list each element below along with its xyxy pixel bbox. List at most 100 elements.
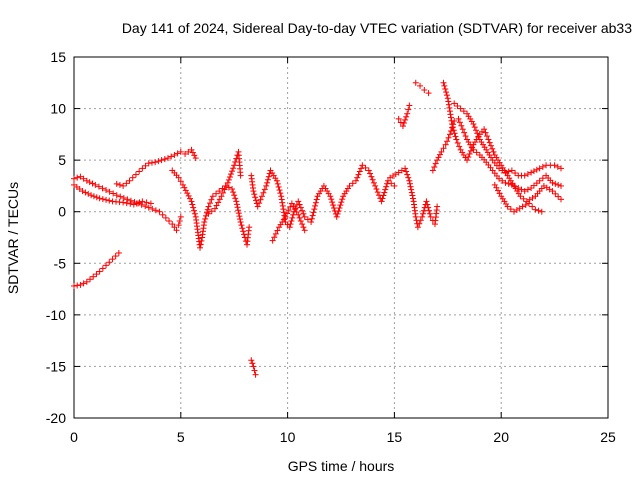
data-point bbox=[197, 241, 204, 248]
data-point bbox=[486, 139, 493, 146]
data-point bbox=[116, 181, 123, 188]
y-tick-label: 10 bbox=[50, 101, 66, 117]
series-track-e bbox=[169, 167, 253, 251]
data-point bbox=[451, 130, 458, 137]
data-point bbox=[113, 192, 120, 199]
data-point bbox=[182, 187, 189, 194]
data-point bbox=[191, 152, 198, 159]
data-point bbox=[230, 189, 237, 196]
data-point bbox=[211, 205, 218, 212]
data-point bbox=[120, 182, 127, 189]
data-point bbox=[312, 199, 319, 206]
data-point bbox=[205, 203, 212, 210]
data-point bbox=[410, 195, 417, 202]
data-point bbox=[524, 186, 531, 193]
data-point bbox=[436, 151, 443, 158]
data-point bbox=[278, 196, 285, 203]
data-point bbox=[93, 194, 100, 201]
data-point bbox=[388, 180, 395, 187]
data-point bbox=[285, 207, 292, 214]
data-point bbox=[213, 202, 220, 209]
data-point bbox=[401, 120, 408, 127]
data-point bbox=[460, 108, 467, 115]
data-point bbox=[95, 183, 102, 190]
data-point bbox=[232, 195, 239, 202]
data-point bbox=[485, 136, 492, 143]
data-point bbox=[208, 208, 215, 215]
data-point bbox=[93, 271, 100, 278]
data-point bbox=[77, 281, 84, 288]
data-point bbox=[297, 217, 304, 224]
data-point bbox=[240, 228, 247, 235]
data-point bbox=[120, 194, 127, 201]
data-point bbox=[233, 201, 240, 208]
data-point bbox=[558, 196, 565, 203]
data-point bbox=[474, 130, 481, 137]
data-point bbox=[82, 189, 89, 196]
data-point bbox=[367, 170, 374, 177]
data-point bbox=[264, 179, 271, 186]
data-point bbox=[184, 190, 191, 197]
data-point bbox=[139, 198, 146, 205]
data-point bbox=[403, 113, 410, 120]
data-point bbox=[301, 227, 308, 234]
data-point bbox=[499, 167, 506, 174]
data-point bbox=[482, 129, 489, 136]
data-point bbox=[372, 182, 379, 189]
data-point bbox=[355, 171, 362, 178]
data-point bbox=[123, 200, 130, 207]
x-tick-label: 25 bbox=[600, 429, 616, 445]
data-point bbox=[77, 173, 84, 180]
data-point bbox=[230, 165, 237, 172]
data-point bbox=[441, 82, 448, 89]
data-point bbox=[74, 174, 81, 181]
data-point bbox=[368, 173, 375, 180]
data-point bbox=[74, 282, 81, 289]
data-point bbox=[99, 196, 106, 203]
data-point bbox=[182, 150, 189, 157]
data-point bbox=[187, 195, 194, 202]
data-point bbox=[226, 173, 233, 180]
x-axis-label: GPS time / hours bbox=[288, 458, 395, 474]
data-point bbox=[80, 175, 87, 182]
data-point bbox=[448, 114, 455, 121]
data-point bbox=[219, 189, 226, 196]
data-point bbox=[333, 213, 340, 220]
data-point bbox=[274, 180, 281, 187]
data-point bbox=[419, 213, 426, 220]
data-point bbox=[535, 207, 542, 214]
data-point bbox=[496, 165, 503, 172]
data-point bbox=[446, 131, 453, 138]
data-point bbox=[152, 207, 159, 214]
data-point bbox=[530, 168, 537, 175]
data-point bbox=[99, 185, 106, 192]
data-point bbox=[143, 199, 150, 206]
data-point bbox=[395, 115, 402, 122]
data-point bbox=[136, 199, 143, 206]
data-point bbox=[504, 203, 511, 210]
data-point bbox=[251, 367, 258, 374]
data-point bbox=[173, 227, 180, 234]
data-point bbox=[272, 230, 279, 237]
grid-lines bbox=[74, 57, 608, 418]
data-point bbox=[445, 101, 452, 108]
data-point bbox=[304, 216, 311, 223]
data-point bbox=[225, 176, 232, 183]
data-point bbox=[445, 134, 452, 141]
data-point bbox=[404, 110, 411, 117]
data-point bbox=[127, 200, 134, 207]
data-point bbox=[202, 215, 209, 222]
data-point bbox=[179, 181, 186, 188]
data-point bbox=[465, 154, 472, 161]
y-tick-label: -5 bbox=[54, 255, 67, 271]
data-point bbox=[406, 177, 413, 184]
data-point bbox=[447, 111, 454, 118]
data-point bbox=[145, 204, 152, 211]
data-point bbox=[149, 205, 156, 212]
data-point bbox=[260, 189, 267, 196]
data-point bbox=[379, 195, 386, 202]
data-point bbox=[507, 206, 514, 213]
data-point bbox=[204, 206, 211, 213]
data-point bbox=[329, 199, 336, 206]
data-point bbox=[365, 167, 372, 174]
